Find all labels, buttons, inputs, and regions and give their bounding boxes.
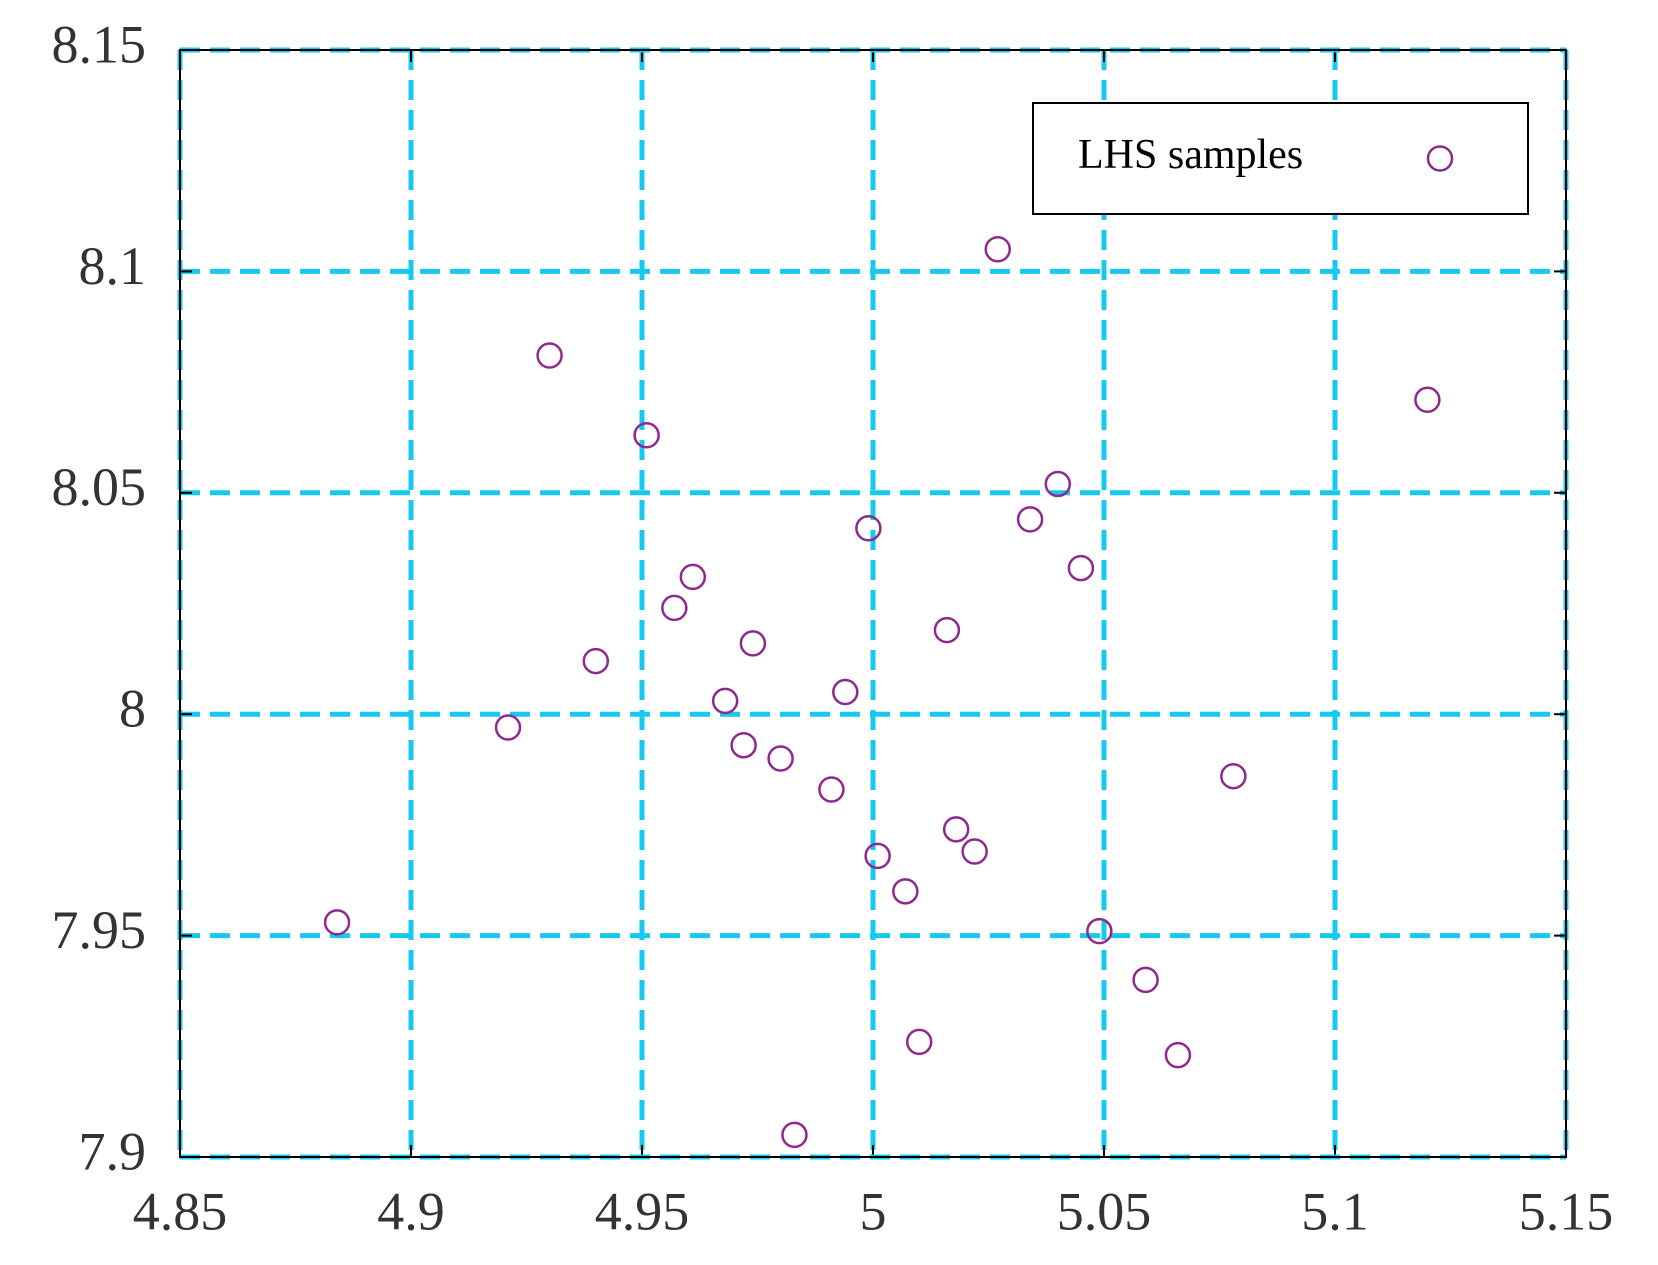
marker [633,421,660,449]
marker [679,563,707,591]
marker [739,630,767,657]
legend-box [1032,102,1529,215]
marker [1414,386,1441,414]
plot-border [179,49,1567,1158]
x-tick-label: 4.85 [133,1181,228,1241]
y-tick-label: 8.15 [52,14,147,74]
marker [905,1028,933,1056]
marker [855,514,882,542]
marker [1164,1041,1192,1069]
y-tick-label: 7.9 [79,1121,147,1181]
marker [1132,966,1159,994]
marker [661,594,688,622]
marker [711,687,739,715]
x-tick-label: 5.15 [1519,1181,1614,1241]
y-tick-label: 8.05 [52,457,147,517]
y-tick-label: 7.95 [52,900,147,960]
marker [818,776,845,803]
marker [582,647,610,675]
x-tick-label: 4.95 [595,1181,690,1241]
marker [864,842,891,870]
marker [892,878,919,905]
x-tick-label: 4.9 [377,1181,445,1241]
marker [767,745,794,772]
marker [1016,506,1044,533]
marker [781,1121,808,1149]
marker [1086,917,1113,945]
marker [961,838,988,865]
marker [536,342,563,369]
x-tick-label: 5 [860,1181,887,1241]
x-tick-label: 5.1 [1301,1181,1369,1241]
x-tick-label: 5.05 [1057,1181,1152,1241]
marker [1044,470,1072,498]
marker [323,909,351,936]
marker [1220,762,1247,790]
marker [984,236,1011,263]
marker [942,816,970,843]
legend-marker [1426,145,1454,172]
marker [832,678,859,706]
y-tick-label: 8 [119,679,146,739]
y-tick-label: 8.1 [79,236,147,296]
legend-label: LHS samples [1078,132,1303,178]
marker [933,616,961,644]
marker [730,731,757,759]
marker [494,714,522,741]
marker [1067,554,1095,582]
